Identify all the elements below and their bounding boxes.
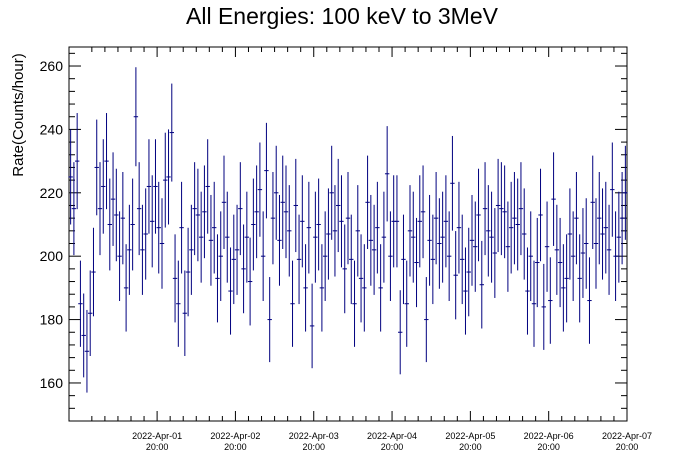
x-tick-label-time: 20:00 (381, 442, 404, 452)
y-tick-label: 260 (40, 58, 64, 74)
y-tick-label: 200 (40, 248, 64, 264)
y-tick-label: 160 (40, 375, 64, 391)
x-axis: 2022-Apr-0120:002022-Apr-0220:002022-Apr… (91, 47, 652, 452)
x-tick-label-date: 2022-Apr-04 (367, 431, 417, 441)
x-tick-label-time: 20:00 (616, 442, 639, 452)
chart-title: All Energies: 100 keV to 3MeV (186, 3, 499, 29)
y-tick-label: 180 (40, 312, 64, 328)
y-tick-label: 240 (40, 121, 64, 137)
x-tick-label-time: 20:00 (224, 442, 247, 452)
x-tick-label-date: 2022-Apr-07 (602, 431, 652, 441)
x-tick-label-date: 2022-Apr-01 (132, 431, 182, 441)
x-tick-label-time: 20:00 (537, 442, 560, 452)
x-tick-label-date: 2022-Apr-02 (210, 431, 260, 441)
x-tick-label-time: 20:00 (302, 442, 325, 452)
x-tick-label-time: 20:00 (146, 442, 169, 452)
x-tick-label-date: 2022-Apr-06 (524, 431, 574, 441)
y-axis: 160 180 200 220 240 260 (40, 52, 627, 422)
x-tick-label-date: 2022-Apr-03 (289, 431, 339, 441)
y-axis-label: Rate(Counts/hour) (10, 53, 27, 176)
plot-frame (68, 46, 628, 422)
x-tick-label-time: 20:00 (459, 442, 482, 452)
y-tick-label: 220 (40, 185, 64, 201)
data-points (68, 67, 628, 393)
x-tick-label-date: 2022-Apr-05 (445, 431, 495, 441)
